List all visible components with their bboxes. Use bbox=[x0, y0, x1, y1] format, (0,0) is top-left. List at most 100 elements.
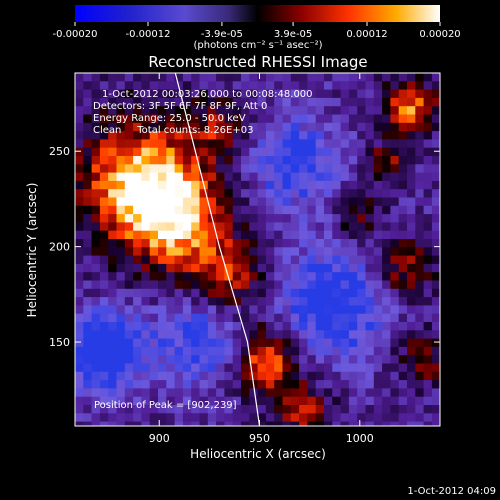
heatmap-cell bbox=[249, 346, 259, 356]
heatmap-cell bbox=[174, 214, 184, 223]
heatmap-cell bbox=[307, 280, 317, 290]
heatmap-cell bbox=[199, 164, 209, 174]
heatmap-cell bbox=[324, 122, 333, 132]
heatmap-cell bbox=[108, 272, 117, 281]
heatmap-cell bbox=[182, 172, 192, 182]
heatmap-cell bbox=[332, 255, 342, 265]
heatmap-cell bbox=[191, 396, 200, 406]
heatmap-cell bbox=[407, 396, 416, 406]
heatmap-cell bbox=[415, 255, 425, 265]
heatmap-cell bbox=[274, 81, 283, 91]
heatmap-cell bbox=[348, 106, 358, 115]
heatmap-cell bbox=[340, 172, 350, 182]
heatmap-cell bbox=[431, 81, 440, 91]
heatmap-cell bbox=[174, 97, 184, 107]
colorbar-tick-label: 0.00020 bbox=[419, 29, 460, 40]
heatmap-cell bbox=[224, 147, 234, 157]
heatmap-cell bbox=[149, 413, 159, 423]
heatmap-cell bbox=[431, 147, 440, 157]
heatmap-cell bbox=[166, 164, 176, 174]
heatmap-cell bbox=[224, 239, 234, 248]
heatmap-cell bbox=[390, 197, 400, 207]
heatmap-cell bbox=[249, 189, 259, 198]
heatmap-cell bbox=[91, 239, 101, 248]
heatmap-cell bbox=[315, 355, 325, 364]
heatmap-cell bbox=[108, 255, 117, 265]
heatmap-cell bbox=[357, 280, 366, 290]
heatmap-cell bbox=[141, 139, 151, 149]
heatmap-cell bbox=[99, 413, 109, 423]
heatmap-cell bbox=[99, 371, 109, 381]
heatmap-cell bbox=[382, 280, 391, 290]
heatmap-cell bbox=[382, 205, 391, 215]
heatmap-cell bbox=[216, 305, 225, 315]
heatmap-cell bbox=[382, 380, 391, 389]
heatmap-cell bbox=[407, 147, 416, 157]
heatmap-cell bbox=[299, 114, 308, 124]
heatmap-cell bbox=[207, 247, 217, 257]
heatmap-cell bbox=[382, 164, 391, 174]
heatmap-cell bbox=[274, 297, 283, 306]
heatmap-cell bbox=[158, 106, 167, 115]
heatmap-cell bbox=[182, 73, 192, 82]
heatmap-cell bbox=[116, 263, 126, 273]
heatmap-cell bbox=[340, 388, 350, 398]
solar-limb-curve bbox=[174, 73, 261, 426]
heatmap-cell bbox=[216, 371, 225, 381]
heatmap-cell bbox=[332, 205, 342, 215]
heatmap-cell bbox=[108, 363, 117, 373]
heatmap-cell bbox=[407, 305, 416, 315]
heatmap-cell bbox=[133, 214, 142, 223]
heatmap-cell bbox=[290, 313, 300, 323]
heatmap-cell bbox=[99, 297, 109, 306]
heatmap-cell bbox=[207, 230, 217, 240]
heatmap-cell bbox=[390, 405, 400, 414]
heatmap-cell bbox=[232, 131, 242, 140]
heatmap-cell bbox=[174, 247, 184, 257]
heatmap-cell bbox=[124, 363, 134, 373]
heatmap-cell bbox=[398, 297, 408, 306]
heatmap-cell bbox=[191, 421, 200, 426]
heatmap-cell bbox=[398, 172, 408, 182]
heatmap-cell bbox=[373, 421, 383, 426]
heatmap-cell bbox=[133, 139, 142, 149]
heatmap-cell bbox=[83, 330, 93, 340]
heatmap-cell bbox=[99, 180, 109, 190]
heatmap-cell bbox=[382, 338, 391, 348]
heatmap-cell bbox=[141, 239, 151, 248]
heatmap-cell bbox=[174, 89, 184, 99]
heatmap-cell bbox=[299, 97, 308, 107]
heatmap-cell bbox=[232, 89, 242, 99]
heatmap-cell bbox=[108, 214, 117, 223]
heatmap-cell bbox=[332, 322, 342, 331]
heatmap-cell bbox=[232, 272, 242, 281]
heatmap-cell bbox=[83, 247, 93, 257]
heatmap-cell bbox=[83, 355, 93, 364]
heatmap-cell bbox=[299, 288, 308, 298]
heatmap-cell bbox=[249, 197, 259, 207]
heatmap-cell bbox=[332, 139, 342, 149]
heatmap-cell bbox=[423, 355, 433, 364]
heatmap-cell bbox=[324, 405, 333, 414]
heatmap-cell bbox=[158, 330, 167, 340]
heatmap-cell bbox=[182, 247, 192, 257]
heatmap-cell bbox=[299, 363, 308, 373]
chart-title: Reconstructed RHESSI Image bbox=[148, 53, 367, 71]
heatmap-cell bbox=[423, 313, 433, 323]
heatmap-cell bbox=[91, 164, 101, 174]
heatmap-cell bbox=[423, 239, 433, 248]
heatmap-cell bbox=[257, 255, 267, 265]
heatmap-cell bbox=[415, 156, 425, 165]
heatmap-cell bbox=[332, 297, 342, 306]
heatmap-cell bbox=[199, 288, 209, 298]
heatmap-cell bbox=[382, 297, 391, 306]
heatmap-cell bbox=[99, 131, 109, 140]
heatmap-cell bbox=[340, 147, 350, 157]
heatmap-cell bbox=[191, 205, 200, 215]
heatmap-cell bbox=[83, 147, 93, 157]
heatmap-cell bbox=[75, 222, 84, 232]
heatmap-cell bbox=[149, 330, 159, 340]
heatmap-cell bbox=[158, 371, 167, 381]
heatmap-cell bbox=[158, 280, 167, 290]
heatmap-cell bbox=[265, 164, 275, 174]
